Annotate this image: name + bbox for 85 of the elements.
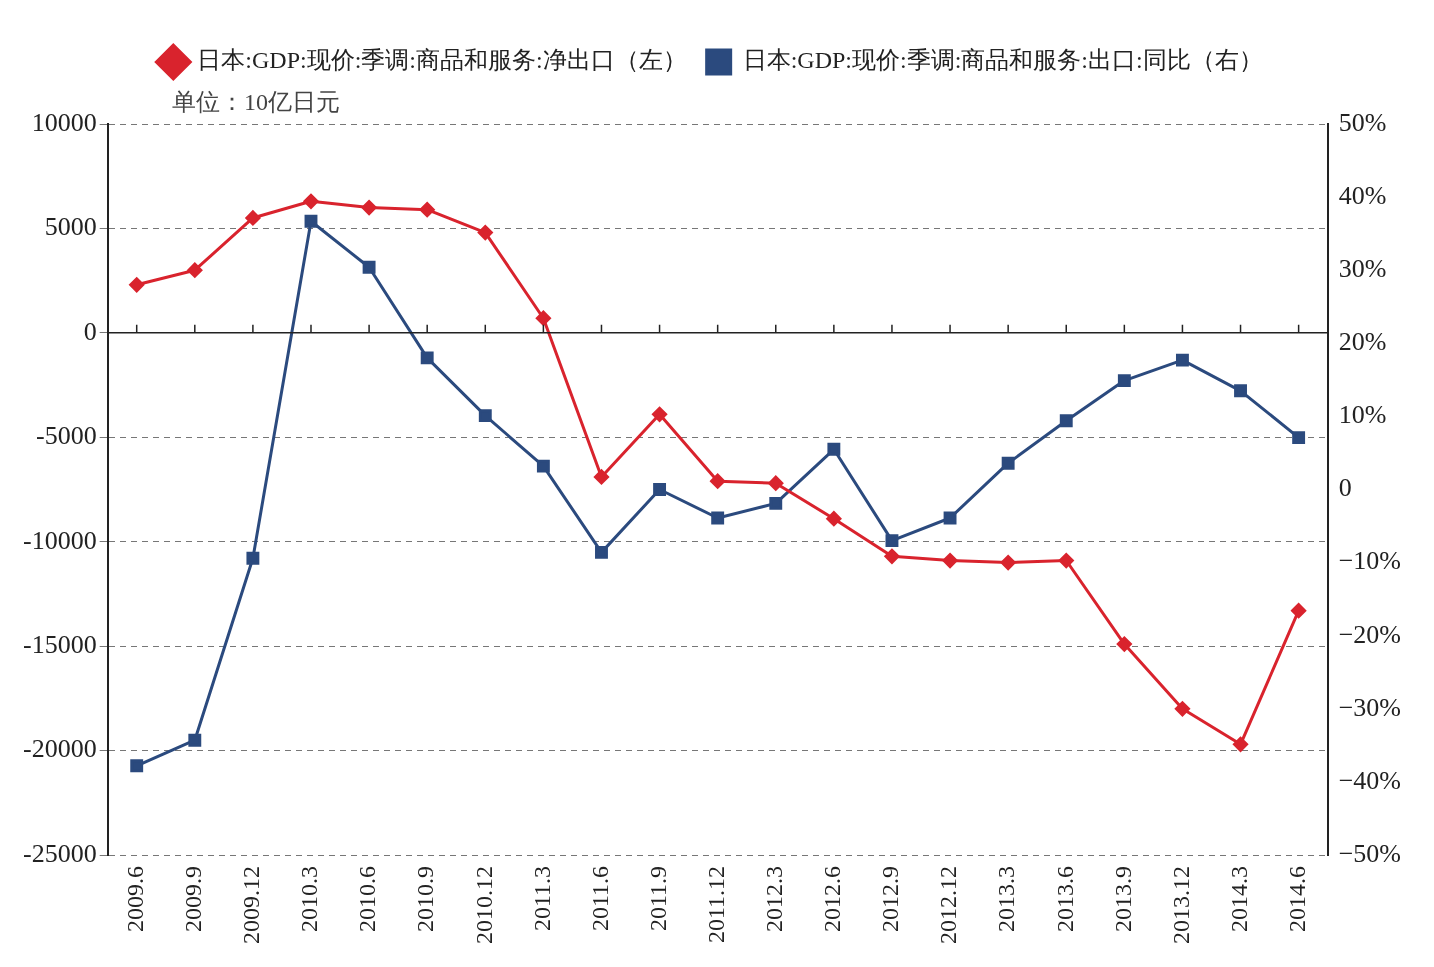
y2-tick-label: 50% (1338, 107, 1387, 137)
point (768, 475, 784, 491)
point (1001, 456, 1015, 470)
point (1059, 414, 1073, 428)
point (595, 545, 608, 559)
point (304, 214, 318, 228)
x-tick-label: 2011.3 (528, 866, 555, 932)
point (827, 442, 841, 456)
y2-tick-label: 10% (1338, 400, 1387, 430)
x-tick-label: 2013.9 (1109, 866, 1136, 932)
y2-tick-label: 20% (1338, 327, 1387, 357)
point (1233, 736, 1249, 752)
point (769, 496, 783, 510)
y2-tick-label: 40% (1338, 180, 1387, 210)
point (1000, 555, 1016, 571)
x-tick-label: 2014.6 (1283, 866, 1310, 932)
point (477, 225, 493, 241)
point (420, 351, 434, 365)
y-tick-label: 10000 (31, 107, 97, 137)
y-tick-label: -20000 (22, 734, 97, 764)
point (1116, 636, 1132, 652)
point (478, 409, 492, 423)
point (245, 210, 261, 226)
point (246, 551, 260, 565)
point (1174, 701, 1190, 717)
x-tick-label: 2012.3 (761, 866, 788, 932)
point (1058, 553, 1074, 569)
point (187, 262, 203, 278)
point (1117, 374, 1131, 388)
y-tick-label: -10000 (22, 525, 97, 555)
x-tick-label: 2012.6 (819, 866, 846, 932)
y-axis-title: 单位：10亿日元 (172, 88, 340, 117)
y2-tick-label: 30% (1338, 254, 1387, 284)
y-tick-label: -5000 (35, 421, 97, 451)
y2-tick-label: 0 (1338, 473, 1352, 503)
x-tick-label: 2009.6 (122, 866, 148, 932)
legend-label: 日本:GDP:现价:季调:商品和服务:出口:同比（右） (742, 47, 1263, 74)
point (130, 759, 144, 773)
y-tick-label: -15000 (22, 629, 97, 659)
x-tick-label: 2013.6 (1051, 866, 1078, 932)
y2-tick-label: −40% (1338, 765, 1402, 795)
point (1175, 353, 1189, 367)
point (710, 473, 726, 489)
point (826, 511, 842, 527)
point (188, 733, 202, 747)
point (943, 511, 957, 525)
point (1234, 384, 1247, 398)
y2-tick-label: −30% (1338, 692, 1402, 722)
x-tick-label: 2010.6 (354, 866, 381, 932)
point (362, 260, 376, 274)
point (885, 534, 899, 548)
x-tick-label: 2010.3 (296, 866, 323, 932)
x-tick-label: 2011.9 (644, 866, 671, 932)
x-tick-label: 2009.9 (180, 866, 207, 932)
point (361, 200, 377, 216)
point (884, 548, 900, 564)
point (1291, 603, 1307, 619)
x-tick-label: 2012.12 (935, 866, 962, 944)
legend-label: 日本:GDP:现价:季调:商品和服务:净出口（左） (197, 47, 687, 74)
x-tick-label: 2009.12 (238, 866, 265, 944)
x-tick-label: 2011.12 (702, 866, 729, 944)
x-tick-label: 2012.9 (877, 866, 904, 932)
point (653, 483, 667, 496)
point (711, 511, 725, 525)
y2-tick-label: −20% (1338, 619, 1402, 649)
y2-tick-label: −10% (1338, 546, 1402, 576)
point (536, 459, 550, 473)
x-tick-label: 2010.9 (412, 866, 439, 932)
x-tick-label: 2013.12 (1167, 866, 1194, 944)
point (652, 406, 668, 422)
x-tick-label: 2010.12 (470, 866, 497, 944)
x-tick-label: 2013.3 (993, 866, 1020, 932)
point (535, 310, 551, 326)
y-tick-label: -25000 (22, 838, 97, 868)
point (1292, 431, 1306, 445)
y-tick-label: 0 (83, 316, 97, 346)
y-tick-label: 5000 (44, 212, 97, 242)
point (593, 469, 609, 485)
point (419, 202, 435, 218)
point (303, 193, 319, 209)
x-tick-label: 2011.6 (586, 866, 613, 932)
y2-tick-label: −50% (1338, 838, 1402, 868)
x-tick-label: 2014.3 (1225, 866, 1252, 932)
point (129, 277, 145, 293)
point (942, 553, 958, 569)
